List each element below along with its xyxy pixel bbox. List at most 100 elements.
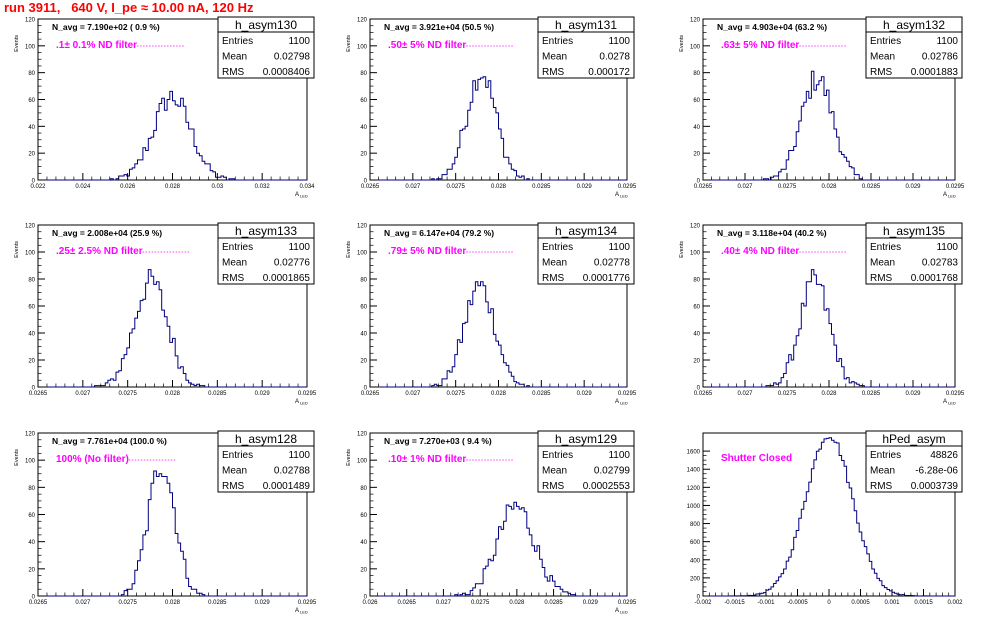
stats-value-mean: 0.02786 [922, 52, 959, 63]
x-tick-label: 0.0265 [361, 184, 380, 190]
x-tick-label: 0.027 [405, 391, 421, 397]
y-tick-label: 20 [360, 359, 367, 365]
stats-value-rms: 0.0002553 [583, 481, 631, 492]
stats-value-rms: 0.0001776 [583, 273, 631, 284]
x-axis-label: A [295, 192, 299, 198]
y-tick-label: 120 [690, 18, 701, 24]
filter-annotation: .50± 5% ND filter [388, 40, 466, 51]
y-tick-label: 120 [25, 432, 36, 438]
x-tick-label: 0.0275 [446, 184, 465, 190]
x-tick-label: 0.029 [255, 391, 271, 397]
stats-value-mean: 0.02783 [922, 258, 959, 269]
x-tick-label: 0.028 [165, 391, 181, 397]
stats-label-rms: RMS [222, 67, 245, 78]
navg-label: N_avg = 7.761e+04 (100.0 %) [52, 436, 167, 446]
stats-box-h_asym129: h_asym129 Entries 1100 Mean 0.02799 RMS 0.0002… [537, 430, 635, 493]
stats-label-entries: Entries [222, 36, 253, 47]
x-axis-label: A [295, 608, 299, 614]
stats-value-rms: 0.0001489 [263, 481, 311, 492]
y-tick-label: 100 [25, 459, 36, 465]
x-tick-label: 0.0265 [694, 184, 713, 190]
stats-value-entries: 1100 [288, 450, 310, 461]
y-tick-label: 0 [364, 179, 368, 185]
x-axis-label: A [615, 192, 619, 198]
filter-annotation: .25± 2.5% ND filter [56, 246, 143, 257]
x-tick-label: 0.001 [884, 600, 900, 606]
y-tick-label: 40 [693, 332, 700, 338]
stats-label-rms: RMS [870, 273, 893, 284]
y-tick-label: 800 [690, 522, 701, 528]
x-tick-label: 0.022 [30, 184, 46, 190]
y-tick-label: 60 [693, 98, 700, 104]
stats-label-mean: Mean [870, 52, 895, 63]
stats-label-entries: Entries [870, 242, 901, 253]
y-axis-label: Events [14, 449, 20, 466]
stats-box-h_asym135: h_asym135 Entries 1100 Mean 0.02783 RMS 0.0001… [865, 222, 963, 285]
y-axis-label: Events [346, 35, 352, 52]
x-tick-label: 0.029 [577, 184, 593, 190]
stats-box-h_asym134: h_asym134 Entries 1100 Mean 0.02778 RMS 0.0001… [537, 222, 635, 285]
x-tick-label: -0.001 [757, 600, 775, 606]
x-tick-label: 0 [827, 600, 831, 606]
x-tick-label: 0.029 [577, 391, 593, 397]
y-tick-label: 40 [28, 125, 35, 131]
stats-box-hPed_asym: hPed_asym Entries 48826 Mean -6.28e-06 RMS 0.0… [865, 430, 963, 493]
y-tick-label: 200 [690, 576, 701, 582]
stats-label-rms: RMS [870, 67, 893, 78]
y-tick-label: 60 [360, 98, 367, 104]
stats-label-rms: RMS [542, 273, 565, 284]
stats-label-entries: Entries [542, 450, 573, 461]
y-tick-label: 100 [357, 44, 368, 50]
x-tick-label: -0.0015 [724, 600, 745, 606]
y-tick-label: 20 [28, 567, 35, 573]
x-axis-label: A [943, 399, 947, 405]
histogram-bins [38, 269, 307, 388]
x-tick-label: 0.026 [120, 184, 136, 190]
y-tick-label: 120 [690, 224, 701, 230]
x-axis-label-sub: LED [300, 401, 308, 406]
y-axis-label: Events [679, 35, 685, 52]
stats-value-rms: 0.0001883 [911, 67, 959, 78]
x-tick-label: 0.0285 [862, 391, 881, 397]
y-tick-label: 0 [32, 179, 36, 185]
histogram-panel-h_asym129: 0 20 40 60 80 100 120 0.026 0.0265 0.027 0.0275 0.0… [346, 430, 637, 615]
navg-label: N_avg = 4.903e+04 (63.2 %) [717, 22, 827, 32]
x-axis-label-sub: LED [300, 610, 308, 615]
y-tick-label: 1000 [687, 504, 701, 510]
x-tick-label: 0.034 [299, 184, 315, 190]
y-tick-label: 80 [360, 486, 367, 492]
stats-label-mean: Mean [542, 52, 567, 63]
x-tick-label: 0.0265 [694, 391, 713, 397]
y-tick-label: 120 [357, 432, 368, 438]
histogram-bins [703, 437, 955, 597]
filter-annotation: .10± 1% ND filter [388, 454, 466, 465]
x-tick-label: 0.032 [255, 184, 271, 190]
x-tick-label: 0.027 [75, 600, 91, 606]
y-tick-label: 120 [25, 18, 36, 24]
stats-title: h_asym129 [555, 432, 617, 446]
y-tick-label: 120 [25, 224, 36, 230]
filter-annotation: .40± 4% ND filter [721, 246, 799, 257]
x-axis-label-sub: LED [300, 194, 308, 199]
stats-box-h_asym132: h_asym132 Entries 1100 Mean 0.02786 RMS 0.0001… [865, 16, 963, 79]
stats-title: h_asym128 [235, 432, 297, 446]
stats-title: h_asym135 [883, 224, 945, 238]
y-tick-label: 80 [693, 71, 700, 77]
stats-value-mean: 0.0278 [599, 52, 630, 63]
x-tick-label: 0.0295 [298, 600, 317, 606]
histogram-panel-h_asym130: 0 20 40 60 80 100 120 0.022 0.024 0.026 0.028 0.03 0… [14, 16, 315, 199]
y-tick-label: 120 [357, 224, 368, 230]
x-tick-label: 0.0275 [778, 184, 797, 190]
filter-annotation: .1± 0.1% ND filter [56, 40, 137, 51]
x-tick-label: 0.0285 [544, 600, 563, 606]
stats-label-rms: RMS [542, 481, 565, 492]
histogram-bins [370, 281, 627, 388]
stats-label-mean: Mean [870, 258, 895, 269]
stats-label-rms: RMS [222, 273, 245, 284]
histogram-panel-h_asym135: 0 20 40 60 80 100 120 0.0265 0.027 0.0275 0.028 0.0… [679, 222, 965, 406]
x-axis-label: A [615, 608, 619, 614]
y-tick-label: 40 [28, 540, 35, 546]
x-tick-label: 0.0275 [118, 600, 137, 606]
y-tick-label: 40 [360, 332, 367, 338]
